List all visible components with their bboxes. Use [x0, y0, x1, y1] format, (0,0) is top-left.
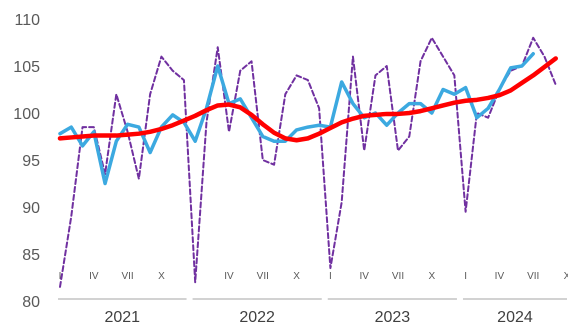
year-label: 2021 — [104, 309, 140, 326]
month-tick-label: I — [59, 271, 62, 282]
month-tick-label: VII — [392, 271, 404, 282]
month-tick-label: X — [158, 271, 165, 282]
y-tick-label: 80 — [22, 294, 40, 311]
month-tick-label: X — [293, 271, 300, 282]
series-line-1 — [59, 36, 557, 288]
y-tick-label: 95 — [22, 153, 40, 170]
y-tick-label: 90 — [22, 200, 40, 217]
month-tick-label: IV — [89, 271, 99, 282]
month-tick-label: VII — [257, 271, 269, 282]
year-label: 2022 — [239, 309, 275, 326]
y-axis-tick-labels: 80 85 90 95 100 105 110 — [13, 12, 40, 311]
year-label: 2023 — [375, 309, 411, 326]
month-tick-label: IV — [359, 271, 369, 282]
series-line-2 — [58, 52, 535, 186]
series-line-3 — [57, 56, 558, 143]
month-tick-label: IV — [495, 271, 505, 282]
x-axis-month-labels: I IV VII X I IV VII X I IV VII X I IV VII X — [59, 271, 568, 282]
month-tick-label: IV — [224, 271, 234, 282]
month-tick-label: X — [564, 271, 568, 282]
x-axis-years: 2021 2022 2023 2024 — [58, 298, 567, 326]
y-tick-label: 100 — [13, 106, 40, 123]
month-tick-label: I — [329, 271, 332, 282]
y-tick-label: 85 — [22, 247, 40, 264]
month-tick-label: X — [428, 271, 435, 282]
month-tick-label: VII — [121, 271, 133, 282]
series-layer — [57, 36, 558, 288]
y-tick-label: 105 — [13, 59, 40, 76]
month-tick-label: VII — [527, 271, 539, 282]
y-tick-label: 110 — [14, 12, 40, 29]
year-label: 2024 — [497, 309, 533, 326]
month-tick-label: I — [464, 271, 467, 282]
